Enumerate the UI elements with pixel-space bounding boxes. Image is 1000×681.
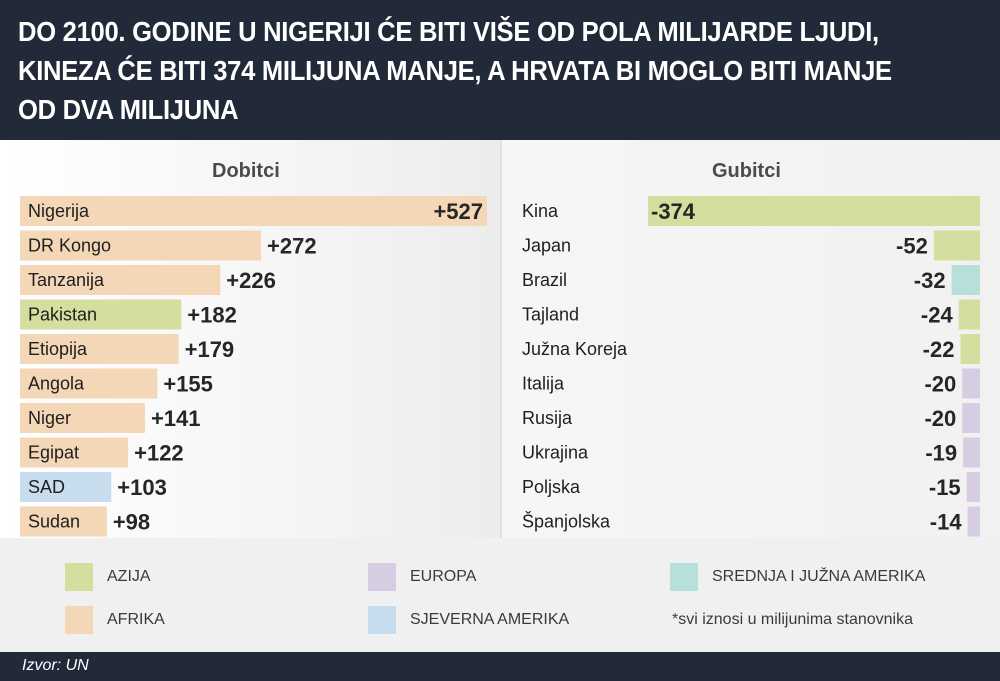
gain-country-label: Sudan [28, 512, 80, 532]
gain-value-label: +182 [187, 303, 237, 328]
loss-bar-italija [962, 368, 980, 399]
gain-bar-egipat [20, 437, 129, 468]
gain-country-label: DR Kongo [28, 236, 111, 256]
gain-country-label: SAD [28, 477, 65, 497]
gain-country-label: Angola [28, 374, 85, 394]
legend-label-azija: AZIJA [107, 568, 151, 585]
gain-value-label: +179 [185, 337, 235, 362]
gain-value-label: +122 [134, 441, 184, 466]
legend-swatch-north-america [368, 606, 396, 634]
loss-value-label: -19 [925, 441, 957, 466]
loss-country-label: Južna Koreja [522, 339, 628, 359]
units-note: *svi iznosi u milijunima stanovnika [672, 611, 913, 628]
loss-value-label: -15 [929, 475, 961, 500]
gain-country-label: Tanzanija [28, 270, 105, 290]
loss-country-label: Japan [522, 236, 571, 256]
gain-value-label: +226 [226, 268, 276, 293]
loss-country-label: Ukrajina [522, 443, 589, 463]
gain-bar-tanzanija [20, 265, 221, 295]
loss-value-label: -24 [921, 303, 954, 328]
chart-title: DO 2100. GODINE U NIGERIJI ĆE BITI VIŠE … [18, 16, 892, 125]
loss-bar-poljska [966, 472, 980, 502]
legend-label-europa: EUROPA [410, 568, 477, 585]
loss-value-label: -52 [896, 234, 928, 259]
loss-value-label: -14 [930, 510, 963, 535]
loss-bar-juzna-koreja [960, 334, 980, 364]
gain-value-label: +98 [113, 510, 150, 535]
legend-label-central-south-america: SREDNJA I JUŽNA AMERIKA [712, 568, 926, 585]
gain-country-label: Egipat [28, 443, 79, 463]
loss-country-label: Rusija [522, 408, 573, 428]
gain-country-label: Pakistan [28, 305, 97, 325]
legend-swatch-europa [368, 563, 396, 591]
loss-value-label: -22 [923, 337, 955, 362]
gain-country-label: Niger [28, 408, 71, 428]
legend-swatch-azija [65, 563, 93, 591]
gain-bar-pakistan [20, 299, 182, 330]
loss-value-label: -20 [924, 372, 956, 397]
loss-value-label: -20 [924, 406, 956, 431]
loss-bar-ukrajina [963, 437, 980, 468]
panel-divider [500, 140, 502, 538]
loss-country-label: Poljska [522, 477, 581, 497]
legend-label-north-america: SJEVERNA AMERIKA [410, 611, 570, 628]
loss-country-label: Tajland [522, 305, 579, 325]
gain-value-label: +272 [267, 234, 317, 259]
legend-swatch-central-south-america [670, 563, 698, 591]
loss-bar-japan [933, 230, 980, 261]
gain-bar-niger [20, 403, 145, 433]
gain-bar-etiopija [20, 334, 179, 364]
loss-country-label: Španjolska [522, 511, 611, 532]
footer-bar: Izvor: UN [0, 652, 1000, 681]
gains-heading: Dobitci [212, 160, 280, 182]
loss-bar-tajland [958, 299, 980, 330]
losses-heading: Gubitci [712, 160, 781, 182]
loss-country-label: Kina [522, 201, 559, 221]
loss-bar-spanjolska [967, 506, 980, 537]
gain-bar-sudan [20, 506, 107, 537]
gain-value-label: +103 [117, 475, 167, 500]
gain-country-label: Etiopija [28, 339, 88, 359]
loss-value-label: -374 [651, 199, 696, 224]
gain-bar-dr-kongo [20, 230, 262, 261]
loss-bar-brazil [951, 265, 980, 295]
gain-value-label: +155 [163, 372, 213, 397]
gain-bar-angola [20, 368, 158, 399]
gain-bar-sad [20, 472, 112, 502]
header-bar: DO 2100. GODINE U NIGERIJI ĆE BITI VIŠE … [0, 0, 1000, 140]
legend: AZIJA EUROPA SREDNJA I JUŽNA AMERIKA AFR… [0, 538, 1000, 650]
loss-country-label: Italija [522, 374, 565, 394]
legend-label-afrika: AFRIKA [107, 611, 165, 628]
gain-value-label: +527 [433, 199, 483, 224]
legend-swatch-afrika [65, 606, 93, 634]
loss-country-label: Brazil [522, 270, 567, 290]
loss-bar-rusija [962, 403, 980, 433]
loss-value-label: -32 [914, 268, 946, 293]
gain-country-label: Nigerija [28, 201, 90, 221]
gain-bar-nigerija [20, 196, 487, 226]
loss-bar-kina [648, 196, 980, 226]
source-label: Izvor: UN [22, 657, 89, 674]
gain-value-label: +141 [151, 406, 201, 431]
